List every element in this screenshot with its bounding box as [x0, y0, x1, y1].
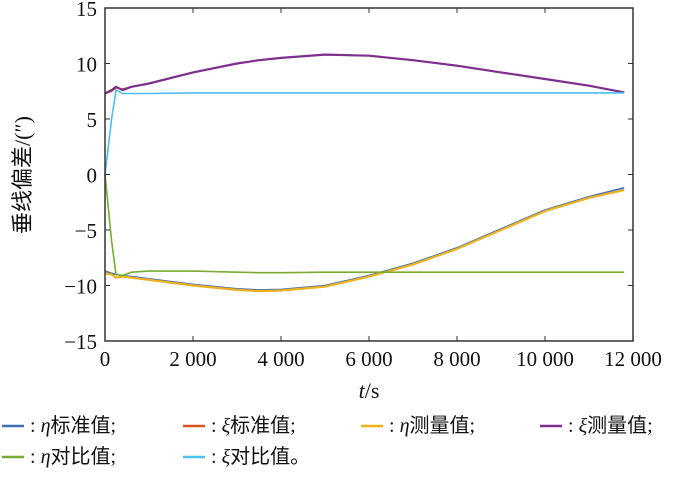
series-line-3: [104, 53, 625, 95]
legend-name: 标准值;: [50, 414, 116, 437]
y-tick-label: 5: [87, 108, 98, 132]
legend-item: : η标准值;: [2, 414, 116, 437]
x-axis-label: t/s: [359, 378, 380, 403]
legend-name: 标准值;: [230, 414, 296, 437]
legend-item: : η对比值;: [2, 445, 116, 468]
legend-colon: :: [211, 415, 222, 437]
y-tick-label: 15: [76, 0, 97, 21]
x-tick-label: 10 000: [516, 347, 574, 371]
legend-name: 测量值;: [587, 414, 653, 437]
legend-symbol: ξ: [222, 446, 231, 468]
legend-colon: :: [568, 415, 579, 437]
plot-frame: [104, 7, 634, 342]
series-line-2: [104, 188, 625, 293]
x-axis-variable: t: [359, 378, 366, 403]
x-tick-label: 2 000: [169, 347, 216, 371]
legend-label: : ξ测量值;: [568, 414, 653, 437]
x-tick-label: 0: [100, 347, 111, 371]
legend-label: : η标准值;: [30, 414, 116, 437]
y-tick-label: −10: [64, 275, 97, 299]
x-tick-label: 6 000: [345, 347, 392, 371]
x-axis-unit: /s: [365, 378, 380, 403]
y-axis-label: 垂线偏差/(″): [10, 116, 35, 234]
legend-name: 测量值;: [409, 414, 475, 437]
series-line-5: [104, 89, 625, 175]
y-tick-label: −5: [75, 219, 97, 243]
legend-colon: :: [30, 446, 41, 468]
legend-label: : ξ对比值。: [211, 445, 310, 468]
x-tick-label: 4 000: [257, 347, 304, 371]
legend-label: : η测量值;: [389, 414, 475, 437]
series-line-0: [104, 187, 625, 291]
legend-colon: :: [30, 415, 41, 437]
x-tick-label: 12 000: [604, 347, 662, 371]
legend-colon: :: [389, 415, 400, 437]
legend-symbol: ξ: [579, 415, 588, 437]
legend-item: : ξ测量值;: [540, 414, 653, 437]
ticks-layer: 0 2 000 4 000 6 000 8 000 10 000 12 000 −15 −10 −…: [64, 0, 662, 371]
series-line-4: [104, 174, 625, 277]
legend-name: 对比值;: [50, 445, 116, 468]
x-tick-label: 8 000: [433, 347, 480, 371]
y-tick-label: 10: [76, 53, 97, 77]
legend-label: : η对比值;: [30, 445, 116, 468]
legend: : η标准值;: ξ标准值;: η测量值;: ξ测量值;: η对比值;: ξ对比…: [2, 414, 653, 468]
legend-item: : ξ标准值;: [183, 414, 296, 437]
legend-label: : ξ标准值;: [211, 414, 296, 437]
legend-symbol: η: [400, 415, 410, 437]
legend-name: 对比值。: [230, 445, 310, 468]
legend-item: : η测量值;: [361, 414, 475, 437]
y-tick-label: −15: [64, 330, 97, 354]
y-tick-label: 0: [87, 164, 98, 188]
legend-symbol: η: [41, 446, 51, 468]
legend-item: : ξ对比值。: [183, 445, 310, 468]
series-layer: [104, 53, 625, 293]
legend-symbol: ξ: [222, 415, 231, 437]
legend-symbol: η: [41, 415, 51, 437]
legend-colon: :: [211, 446, 222, 468]
